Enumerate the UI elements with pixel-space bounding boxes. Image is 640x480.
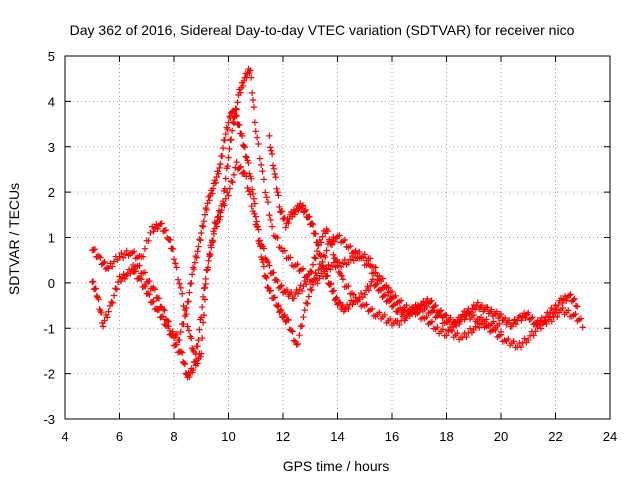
y-tick-label: 4	[48, 94, 55, 109]
y-axis: -3 -2 -1 0 1 2 3 4 5	[43, 49, 610, 427]
data-point-markers	[89, 107, 396, 348]
y-tick-label: 0	[48, 276, 55, 291]
data-point-markers	[129, 158, 586, 381]
y-tick-label: 5	[48, 49, 55, 64]
y-tick-label: 2	[48, 185, 55, 200]
data-point-markers	[266, 132, 581, 330]
x-tick-label: 12	[276, 429, 290, 444]
x-axis: 4 6 8 10 12 14 16 18 20 22 24	[61, 56, 617, 444]
y-tick-label: 1	[48, 231, 55, 246]
series-satellite-track-4	[266, 132, 581, 330]
y-axis-label: SDTVAR / TECUs	[6, 183, 22, 295]
x-tick-label: 20	[494, 429, 508, 444]
series-satellite-track-2	[89, 107, 396, 348]
x-tick-label: 16	[385, 429, 399, 444]
y-tick-label: -2	[43, 367, 55, 382]
x-tick-label: 24	[603, 429, 617, 444]
x-tick-label: 4	[61, 429, 68, 444]
chart-title: Day 362 of 2016, Sidereal Day-to-day VTE…	[70, 22, 575, 38]
x-tick-label: 6	[116, 429, 123, 444]
y-tick-label: -1	[43, 321, 55, 336]
y-tick-label: -3	[43, 412, 55, 427]
x-tick-label: 18	[439, 429, 453, 444]
x-tick-label: 22	[548, 429, 562, 444]
series-satellite-track-3	[129, 158, 586, 381]
x-axis-label: GPS time / hours	[283, 458, 390, 474]
x-tick-label: 8	[170, 429, 177, 444]
y-tick-label: 3	[48, 140, 55, 155]
x-tick-label: 10	[221, 429, 235, 444]
x-tick-label: 14	[330, 429, 344, 444]
data-points	[89, 65, 586, 381]
